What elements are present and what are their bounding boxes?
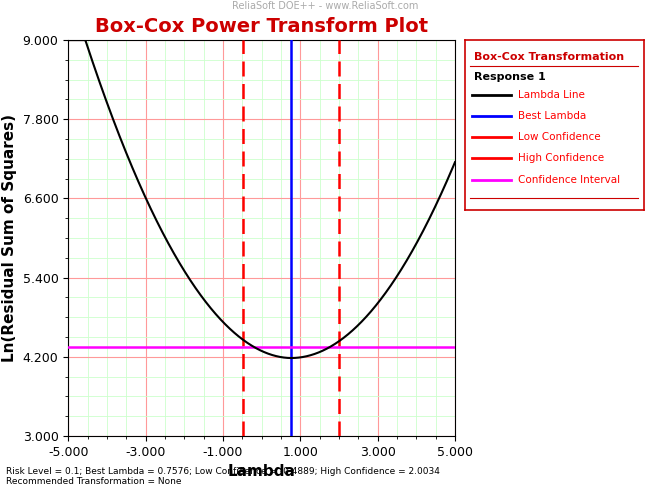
Text: Best Lambda: Best Lambda [519, 111, 586, 121]
Text: Response 1: Response 1 [474, 72, 545, 82]
Text: ReliaSoft DOE++ - www.ReliaSoft.com: ReliaSoft DOE++ - www.ReliaSoft.com [232, 1, 418, 11]
X-axis label: Lambda: Lambda [227, 464, 296, 479]
Text: Confidence Interval: Confidence Interval [519, 175, 621, 185]
Text: High Confidence: High Confidence [519, 153, 604, 163]
Text: Box-Cox Transformation: Box-Cox Transformation [474, 52, 624, 62]
Text: Recommended Transformation = None: Recommended Transformation = None [6, 477, 182, 486]
Y-axis label: Ln(Residual Sum of Squares): Ln(Residual Sum of Squares) [2, 114, 17, 362]
Text: Risk Level = 0.1; Best Lambda = 0.7576; Low Confidence = -0.4889; High Confidenc: Risk Level = 0.1; Best Lambda = 0.7576; … [6, 467, 441, 476]
Text: Low Confidence: Low Confidence [519, 132, 601, 142]
Text: Lambda Line: Lambda Line [519, 90, 585, 100]
Title: Box-Cox Power Transform Plot: Box-Cox Power Transform Plot [95, 17, 428, 36]
